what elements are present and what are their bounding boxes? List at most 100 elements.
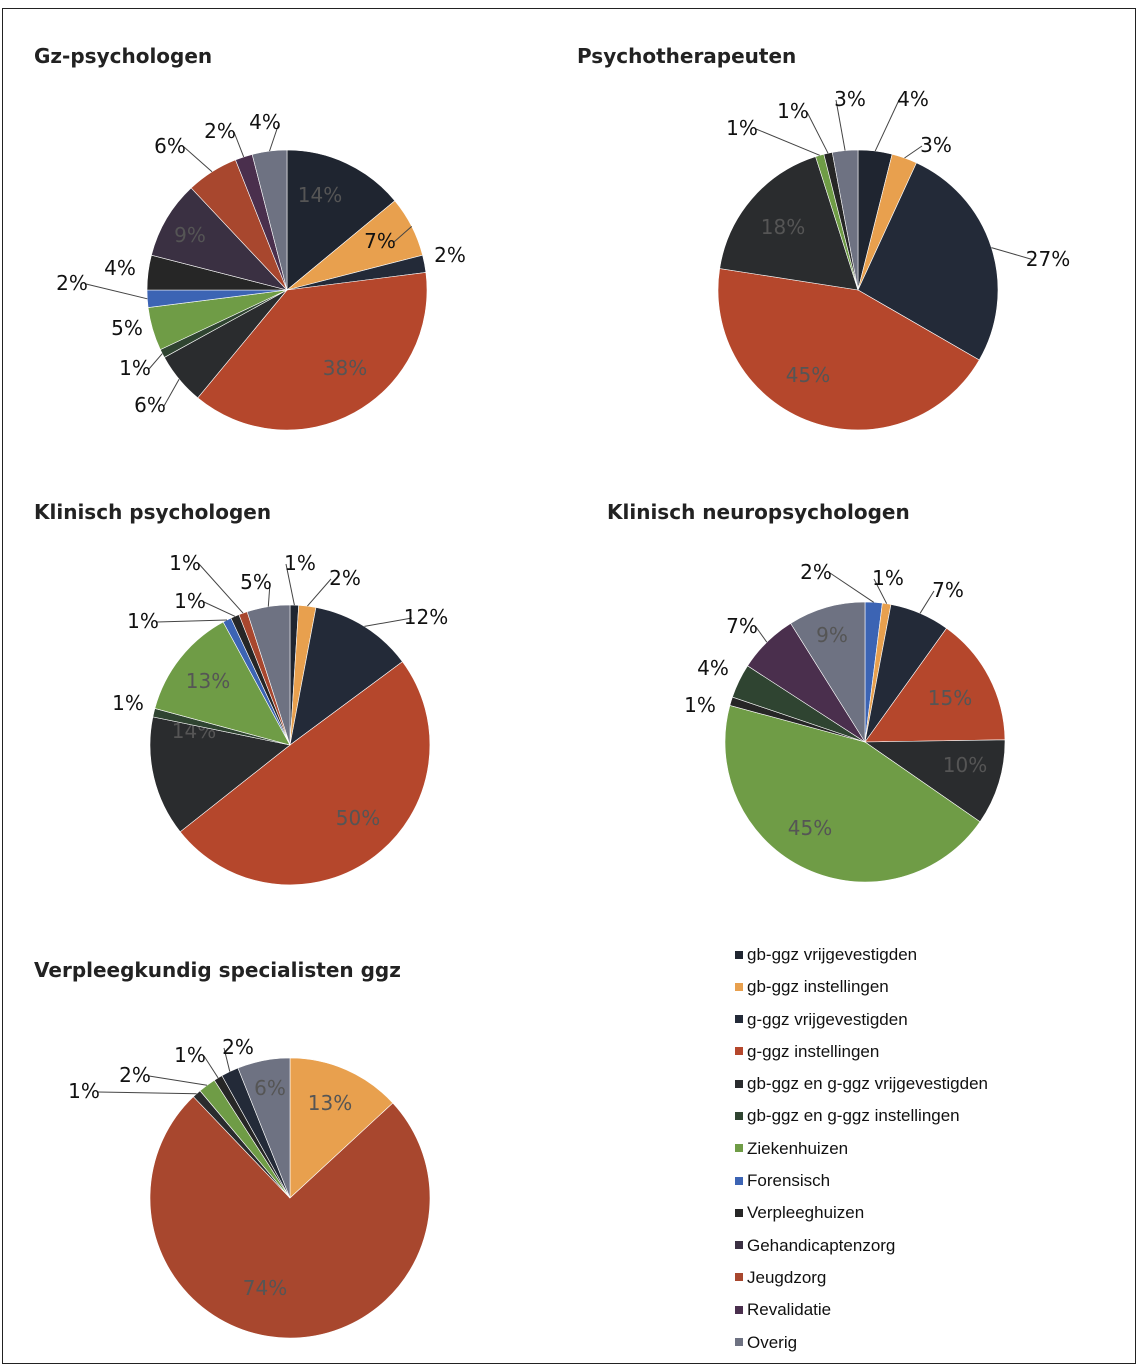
legend-label: Gehandicaptenzorg <box>747 1235 896 1255</box>
chart-title-klinisch-psychologen: Klinisch psychologen <box>34 500 272 524</box>
pie-slice <box>717 268 980 431</box>
data-label: 3% <box>834 87 866 111</box>
leader-line <box>269 122 280 152</box>
legend-swatch <box>735 1273 743 1282</box>
chart-title-klinisch-neuropsychologen: Klinisch neuropsychologen <box>607 500 910 524</box>
leader-line <box>307 578 332 607</box>
data-label: 3% <box>920 133 952 157</box>
data-label: 12% <box>404 605 448 629</box>
pie-2: 1%2%12%50%14%1%13%1%1%1%5% <box>112 551 448 886</box>
data-label: 4% <box>897 87 929 111</box>
leader-line <box>97 1091 197 1095</box>
legend-item: Jeugdzorg <box>735 1268 988 1300</box>
leader-line <box>364 617 413 627</box>
leader-line <box>148 1075 208 1086</box>
data-label: 7% <box>364 229 396 253</box>
leader-line <box>85 283 148 300</box>
pie-slice <box>864 739 1006 823</box>
legend-swatch <box>735 1079 743 1088</box>
pie-slice <box>151 187 288 291</box>
legend-swatch <box>735 1241 743 1250</box>
legend-label: Ziekenhuizen <box>747 1138 849 1158</box>
data-label: 14% <box>298 183 342 207</box>
leader-line <box>223 1047 231 1072</box>
legend-item: Gehandicaptenzorg <box>735 1236 988 1268</box>
pie-slice <box>149 716 291 833</box>
leader-line <box>156 619 228 623</box>
data-label: 4% <box>104 256 136 280</box>
data-label: 9% <box>174 223 206 247</box>
pie-slice <box>289 607 403 746</box>
data-label: 1% <box>726 116 758 140</box>
leader-line <box>755 626 768 643</box>
chart-title-gz-psychologen: Gz-psychologen <box>34 44 213 68</box>
leader-line <box>874 99 900 152</box>
data-label: 1% <box>684 693 716 717</box>
pie-slice <box>237 1057 291 1199</box>
leader-line <box>198 563 244 614</box>
leader-line <box>991 247 1035 261</box>
chart-title-psychotherapeuten: Psychotherapeuten <box>577 44 797 68</box>
pie-slice <box>289 1057 394 1199</box>
legend-label: g-ggz instellingen <box>747 1041 880 1061</box>
data-label: 1% <box>284 551 316 575</box>
data-label: 6% <box>254 1076 286 1100</box>
legend-swatch <box>735 1015 743 1024</box>
legend-swatch <box>735 1144 743 1153</box>
data-label: 7% <box>726 614 758 638</box>
legend-label: Overig <box>747 1332 798 1352</box>
data-label: 2% <box>800 560 832 584</box>
legend-swatch <box>735 982 743 991</box>
data-label: 1% <box>119 356 151 380</box>
leader-line <box>163 378 180 407</box>
legend-swatch <box>735 1176 743 1185</box>
data-label: 2% <box>329 566 361 590</box>
data-label: 13% <box>186 669 230 693</box>
chart-title-verpleegkundig-specialisten: Verpleegkundig specialisten ggz <box>34 958 401 982</box>
legend-swatch <box>735 1338 743 1347</box>
legend: gb-ggz vrijgevestigden gb-ggz instellinge… <box>735 945 988 1365</box>
leader-line <box>919 590 935 614</box>
legend-swatch <box>735 1208 743 1217</box>
leader-line <box>806 111 829 154</box>
leader-line <box>285 563 295 606</box>
data-label: 2% <box>119 1063 151 1087</box>
leader-line <box>904 145 923 159</box>
legend-label: g-ggz vrijgevestigden <box>747 1009 908 1029</box>
legend-item: Verpleeghuizen <box>735 1203 988 1235</box>
pie-slice <box>790 601 866 744</box>
pie-slice <box>179 661 431 886</box>
legend-item: gb-ggz instellingen <box>735 977 988 1009</box>
pie-slice <box>864 627 1006 743</box>
legend-item: Forensisch <box>735 1171 988 1203</box>
pie-0: 14% 7% 2% 38% 6% 1% 5% 2% 4% 9% 6% 2% 4% <box>56 110 466 431</box>
legend-swatch <box>735 1112 743 1120</box>
legend-item: Overig <box>735 1333 988 1365</box>
data-label: 6% <box>134 393 166 417</box>
legend-item: g-ggz vrijgevestigden <box>735 1010 988 1042</box>
leader-line <box>203 601 236 617</box>
pie-slice <box>197 272 428 431</box>
pie-slice <box>857 162 999 361</box>
legend-swatch <box>735 1305 743 1314</box>
leader-line <box>233 131 245 158</box>
pie-4: 13%74%1%2%1% 2%6% <box>68 1035 431 1339</box>
data-label: 15% <box>928 686 972 710</box>
data-label: 1% <box>112 691 144 715</box>
legend-label: Verpleeghuizen <box>747 1203 865 1223</box>
pie-slice <box>246 604 291 746</box>
data-label: 2% <box>434 243 466 267</box>
legend-item: gb-ggz en g-ggz vrijgevestigden <box>735 1074 988 1106</box>
pie-slice <box>149 1096 431 1339</box>
data-label: 2% <box>56 271 88 295</box>
data-label: 1% <box>174 589 206 613</box>
data-label: 1% <box>872 566 904 590</box>
data-label: 2% <box>204 119 236 143</box>
data-label: 4% <box>249 110 281 134</box>
legend-item: Revalidatie <box>735 1300 988 1332</box>
legend-label: Revalidatie <box>747 1300 832 1320</box>
data-label: 50% <box>336 806 380 830</box>
pie-slice <box>251 149 288 291</box>
data-label: 9% <box>816 623 848 647</box>
